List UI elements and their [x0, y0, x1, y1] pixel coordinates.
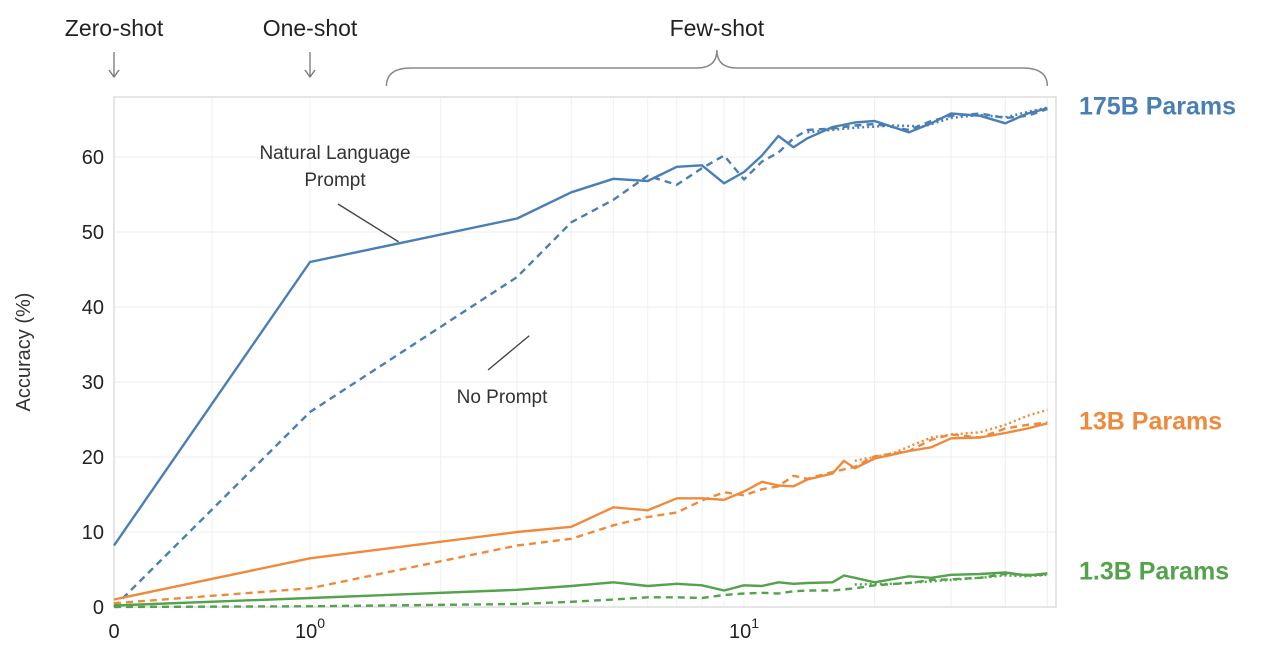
x-tick-label: 101: [729, 615, 759, 643]
series-lines: [113, 106, 1048, 609]
13b-params-dotted-line: [854, 408, 1048, 462]
y-axis-ticks: 0 10 20 30 40 50 60: [82, 147, 104, 619]
175b-params-dashed-line: [113, 107, 1048, 608]
y-tick-label: 10: [82, 522, 104, 544]
13b-params-solid-line: [113, 422, 1048, 601]
no-prompt-pointer: [487, 335, 530, 371]
y-tick-label: 20: [82, 447, 104, 469]
y-tick-label: 0: [93, 597, 104, 619]
13b-params-label: 13B Params: [1079, 407, 1222, 435]
gridlines: [114, 97, 1056, 607]
y-tick-label: 40: [82, 297, 104, 319]
one-shot-label: One-shot: [263, 15, 358, 41]
shot-regions: Zero-shot One-shot Few-shot: [65, 15, 1049, 87]
y-tick-label: 50: [82, 222, 104, 244]
1-3b-params-solid-line: [113, 571, 1048, 607]
175b-params-label: 175B Params: [1079, 92, 1236, 120]
model-size-labels: 175B Params 13B Params 1.3B Params: [1079, 92, 1236, 585]
x-tick-label: 0: [108, 621, 119, 643]
x-axis-ticks: 0 100 101: [108, 615, 759, 643]
plot-frame: [113, 96, 1057, 608]
down-arrow-icon: [108, 52, 120, 79]
natural-language-prompt-label: Natural Language: [259, 143, 410, 164]
x-tick-label: 100: [295, 615, 325, 643]
1-3b-params-dashed-line: [113, 572, 1048, 609]
y-tick-label: 30: [82, 372, 104, 394]
y-axis-label: Accuracy (%): [13, 293, 35, 412]
175b-params-dotted-line: [807, 106, 1048, 134]
few-shot-label: Few-shot: [670, 15, 765, 41]
natural-language-pointer: [337, 203, 399, 243]
1-3b-params-dotted-line: [854, 573, 1048, 586]
175b-params-solid-line: [113, 107, 1048, 547]
natural-language-prompt-label: Prompt: [304, 170, 366, 191]
zero-shot-label: Zero-shot: [65, 15, 164, 41]
annotations: Natural Language Prompt No Prompt: [259, 143, 548, 408]
few-shot-brace: [385, 49, 1049, 87]
1-3b-params-label: 1.3B Params: [1079, 557, 1229, 585]
no-prompt-label: No Prompt: [457, 387, 549, 408]
y-tick-label: 60: [82, 147, 104, 169]
down-arrow-icon: [304, 52, 316, 79]
